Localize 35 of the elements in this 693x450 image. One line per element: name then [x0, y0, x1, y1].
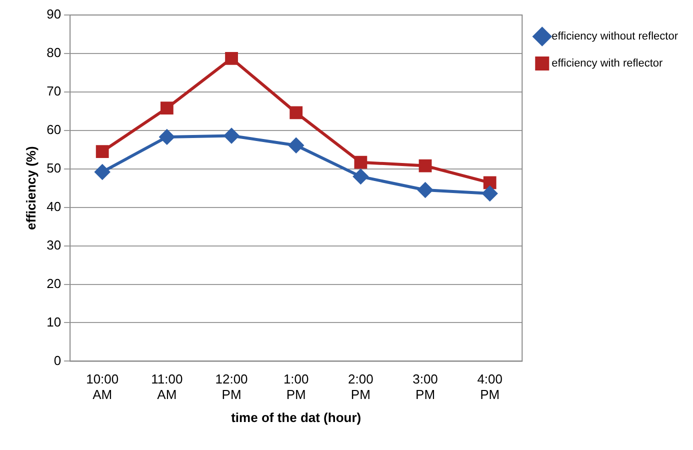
- point: [225, 52, 238, 65]
- x-tick-label: 10:00 AM: [86, 372, 119, 402]
- x-tick-label: 12:00 PM: [215, 372, 248, 402]
- y-tick-label: 80: [46, 45, 62, 60]
- y-tick-label: 10: [46, 314, 62, 330]
- x-axis-title: time of the dat (hour): [231, 410, 362, 425]
- point: [288, 138, 304, 153]
- point: [483, 176, 496, 190]
- x-tick-label: 1:00 PM: [283, 372, 309, 402]
- point: [482, 186, 498, 201]
- y-axis-title: efficiency (%): [23, 146, 38, 230]
- y-tick-label: 20: [46, 276, 62, 291]
- x-tick-label: 3:00 PM: [412, 372, 438, 402]
- point: [353, 169, 368, 184]
- y-tick-label: 30: [46, 237, 62, 252]
- y-tick-label: 0: [54, 352, 62, 368]
- point: [290, 106, 303, 120]
- y-tick-label: 70: [46, 84, 62, 99]
- legend-label: efficiency without reflector: [552, 30, 678, 43]
- point: [96, 145, 109, 158]
- point: [354, 156, 368, 169]
- y-tick-label: 50: [46, 160, 62, 176]
- point: [418, 182, 433, 198]
- legend-label: efficiency with reflector: [552, 58, 664, 70]
- y-tick-label: 40: [46, 198, 62, 214]
- point: [224, 128, 240, 144]
- point: [94, 164, 110, 180]
- point: [418, 159, 432, 172]
- point: [159, 129, 174, 144]
- x-tick-label: 11:00 AM: [151, 372, 183, 402]
- point: [160, 102, 174, 115]
- x-tick-label: 4:00 PM: [477, 372, 503, 402]
- y-tick-label: 60: [46, 122, 62, 137]
- x-tick-label: 2:00 PM: [348, 372, 374, 402]
- y-tick-label: 90: [46, 6, 62, 22]
